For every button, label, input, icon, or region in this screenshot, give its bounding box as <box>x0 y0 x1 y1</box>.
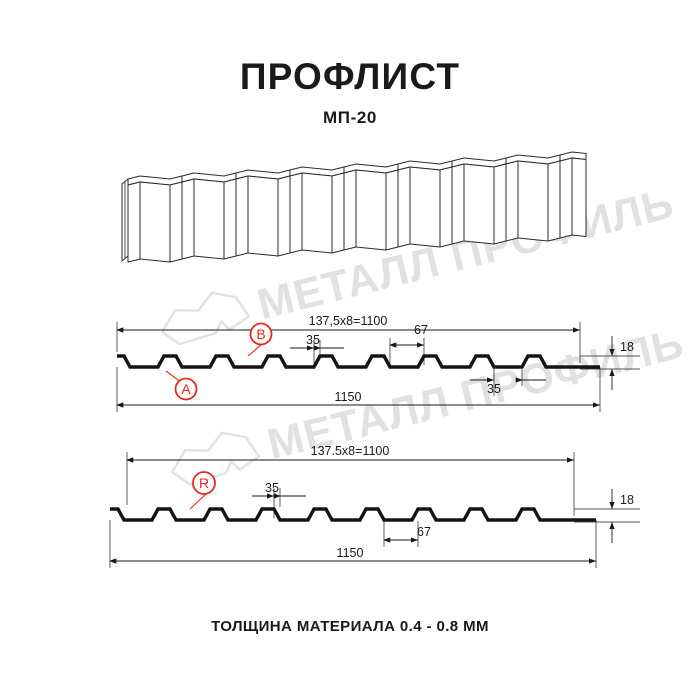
dim-rib-width-front-2: 35 <box>487 382 501 396</box>
callout-marker-a: A <box>165 370 198 401</box>
watermark-logo-icon <box>160 291 251 346</box>
profile-section-back: 137.5x8=1100 35 67 18 1150 <box>109 444 640 568</box>
callout-marker-b: B <box>247 322 273 357</box>
callout-marker-r: R <box>189 471 216 510</box>
dim-overall-front: 1150 <box>335 390 362 404</box>
dim-rib-width-back: 35 <box>265 481 279 495</box>
profile-section-front: 137,5x8=1100 35 67 35 18 <box>116 314 640 412</box>
dim-pitch-back: 137.5x8=1100 <box>311 444 390 458</box>
profile-outline-back <box>110 507 596 522</box>
dim-height-front: 18 <box>620 340 634 354</box>
product-model-label: МП-20 <box>323 108 377 127</box>
marker-r-label: R <box>199 475 209 491</box>
page-title: ПРОФЛИСТ <box>239 56 461 97</box>
dim-trough-width-front: 67 <box>414 323 428 337</box>
dim-trough-width-back: 67 <box>417 525 431 539</box>
marker-a-label: A <box>181 381 191 397</box>
dim-rib-width-front: 35 <box>306 333 320 347</box>
material-thickness-caption: ТОЛЩИНА МАТЕРИАЛА 0.4 - 0.8 ММ <box>211 618 489 635</box>
dim-height-back: 18 <box>620 493 634 507</box>
dim-overall-back: 1150 <box>337 546 364 560</box>
marker-b-label: B <box>256 326 265 342</box>
title-block: ПРОФЛИСТ МП-20 <box>0 58 700 126</box>
dim-pitch-front: 137,5x8=1100 <box>309 314 388 328</box>
isometric-profile-view <box>121 151 587 263</box>
profile-outline-front <box>117 354 600 369</box>
